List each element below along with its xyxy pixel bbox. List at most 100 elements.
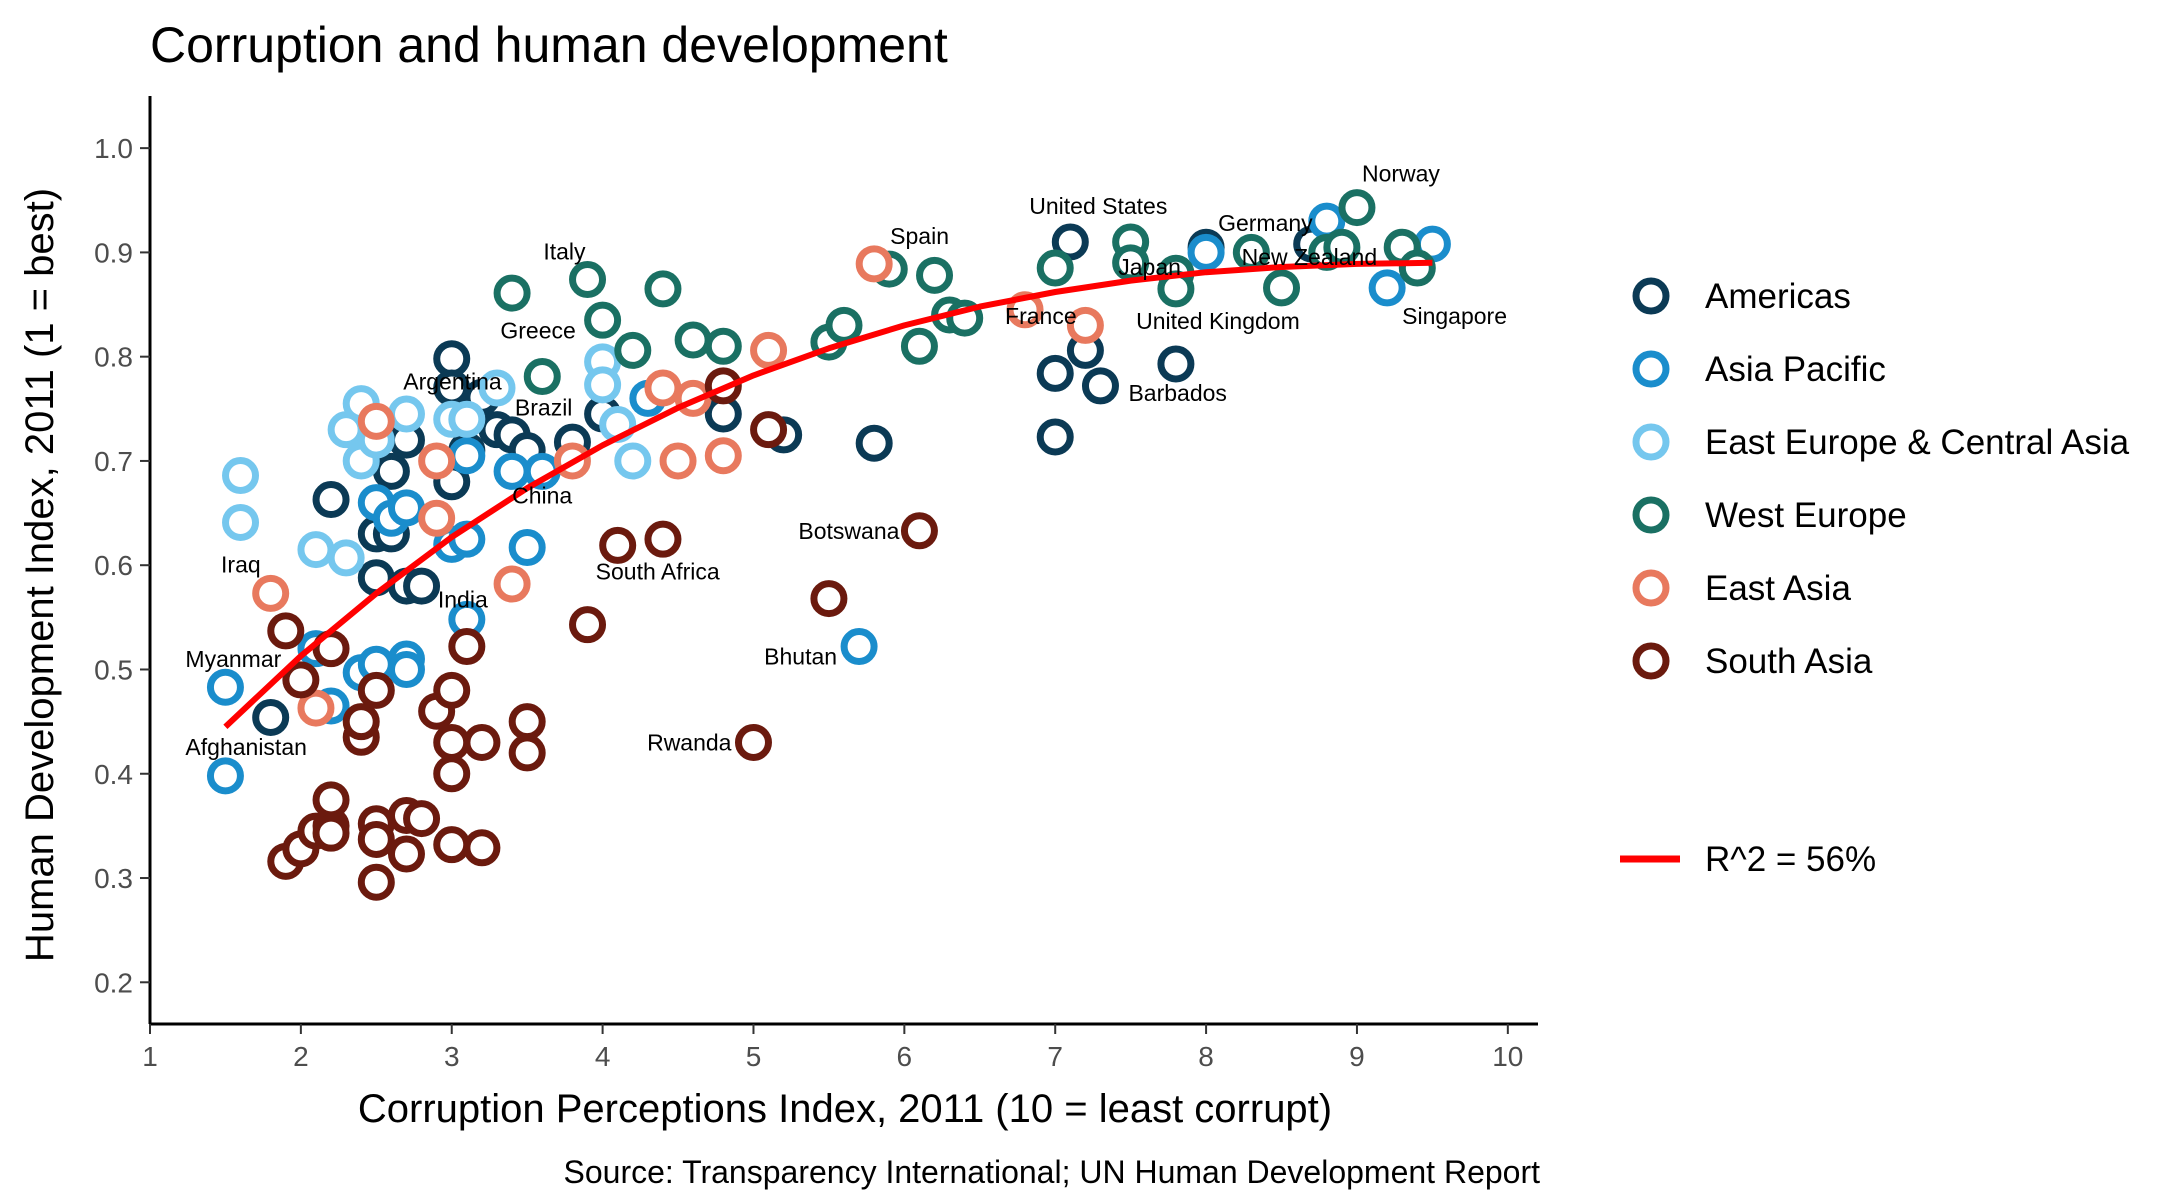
data-point-east-asia	[418, 442, 456, 480]
data-point-americas	[403, 567, 441, 605]
country-label: Myanmar	[185, 646, 281, 672]
legend-label: Asia Pacific	[1705, 350, 1886, 389]
legend-label: East Asia	[1705, 569, 1851, 608]
y-tick-label: 0.8	[94, 342, 133, 373]
data-point-south-asia	[750, 411, 788, 449]
data-point-south-asia	[357, 863, 395, 901]
country-label: New Zealand	[1242, 244, 1378, 270]
x-tick-label: 4	[595, 1041, 611, 1072]
y-tick-label: 0.2	[94, 967, 133, 998]
data-point-south-asia	[312, 814, 350, 852]
data-point-west-europe	[1338, 189, 1376, 227]
country-label: Brazil	[515, 395, 573, 421]
x-tick-label: 10	[1492, 1041, 1523, 1072]
data-point-east-asia	[297, 689, 335, 727]
data-point-south-asia	[900, 512, 938, 550]
data-point-east-europe-central-asia	[222, 457, 260, 495]
data-point-south-asia	[433, 755, 471, 793]
data-point-south-asia	[357, 671, 395, 709]
data-point-south-asia	[282, 661, 320, 699]
data-point-south-asia	[569, 606, 607, 644]
country-label: Botswana	[798, 518, 899, 544]
x-tick-label: 9	[1349, 1041, 1365, 1072]
country-label: Rwanda	[647, 729, 732, 755]
data-point-americas	[1036, 418, 1074, 456]
x-axis-ticks: 1 2 3 4 5 6 7 8 9 10	[142, 1024, 1523, 1072]
x-tick-label: 2	[293, 1041, 309, 1072]
country-label: United Kingdom	[1136, 308, 1300, 334]
data-point-west-europe	[644, 270, 682, 308]
data-point-south-asia	[433, 723, 471, 761]
country-label: Barbados	[1128, 380, 1226, 406]
y-tick-label: 0.3	[94, 863, 133, 894]
x-tick-label: 7	[1047, 1041, 1063, 1072]
data-point-south-asia	[508, 734, 546, 772]
data-point-east-asia	[418, 499, 456, 537]
data-point-americas	[1081, 367, 1119, 405]
data-point-west-europe	[1263, 269, 1301, 307]
country-label: Iraq	[221, 551, 261, 577]
x-tick-label: 6	[897, 1041, 913, 1072]
data-point-west-europe	[1036, 249, 1074, 287]
trend-layer	[223, 259, 1433, 729]
data-point-west-europe	[1398, 249, 1436, 287]
data-point-east-europe-central-asia	[584, 366, 622, 404]
y-tick-label: 0.4	[94, 759, 133, 790]
data-point-east-asia	[493, 565, 531, 603]
chart-title: Corruption and human development	[150, 17, 948, 73]
data-point-south-asia	[448, 628, 486, 666]
data-point-west-europe	[916, 256, 954, 294]
plot-area: Norway Germany United States Japan New Zeala…	[185, 161, 1507, 901]
country-label: Norway	[1362, 161, 1440, 187]
data-point-east-europe-central-asia	[387, 395, 425, 433]
data-point-south-asia	[312, 781, 350, 819]
data-point-americas	[312, 481, 350, 519]
data-point-south-asia	[734, 723, 772, 761]
country-label: Argentina	[403, 368, 502, 394]
legend-key	[1632, 277, 1670, 315]
data-point-east-europe-central-asia	[448, 400, 486, 438]
data-point-west-europe	[523, 357, 561, 395]
data-point-americas	[855, 424, 893, 462]
legend-label: Americas	[1705, 277, 1851, 316]
y-tick-label: 0.7	[94, 446, 133, 477]
data-point-asia-pacific	[508, 528, 546, 566]
data-point-asia-pacific	[448, 437, 486, 475]
country-label: Japan	[1118, 254, 1181, 280]
data-point-americas	[1036, 354, 1074, 392]
country-label: Germany	[1218, 210, 1313, 236]
data-point-americas	[1051, 223, 1089, 261]
data-point-south-asia	[599, 526, 637, 564]
country-label: Spain	[890, 223, 949, 249]
data-point-south-asia	[403, 800, 441, 838]
data-point-west-europe	[825, 306, 863, 344]
data-point-east-europe-central-asia	[222, 503, 260, 541]
data-point-south-asia	[387, 835, 425, 873]
annotation-layer: Norway Germany United States Japan New Zeala…	[185, 161, 1507, 760]
data-point-south-asia	[508, 703, 546, 741]
data-point-east-asia	[750, 331, 788, 369]
x-tick-label: 3	[444, 1041, 460, 1072]
data-point-south-asia	[267, 612, 305, 650]
country-label: South Africa	[596, 558, 720, 584]
data-point-east-europe-central-asia	[478, 369, 516, 407]
country-label: Greece	[500, 317, 575, 343]
data-point-west-europe	[674, 321, 712, 359]
source-caption: Source: Transparency International; UN H…	[564, 1154, 1541, 1190]
data-point-west-europe	[704, 327, 742, 365]
data-point-east-europe-central-asia	[327, 539, 365, 577]
data-point-south-asia	[433, 826, 471, 864]
legend-label: East Europe & Central Asia	[1705, 423, 2130, 462]
data-point-asia-pacific	[1368, 269, 1406, 307]
data-point-east-asia	[659, 442, 697, 480]
data-point-asia-pacific	[387, 489, 425, 527]
country-label: Bhutan	[764, 644, 837, 670]
data-point-south-asia	[463, 723, 501, 761]
legend: Americas Asia Pacific East Europe & Centra…	[1620, 277, 2130, 879]
data-point-east-europe-central-asia	[297, 531, 335, 569]
data-point-americas	[1157, 345, 1195, 383]
legend-label-trend: R^2 = 56%	[1705, 840, 1876, 879]
points-layer	[206, 189, 1451, 901]
country-label: Italy	[543, 239, 586, 265]
